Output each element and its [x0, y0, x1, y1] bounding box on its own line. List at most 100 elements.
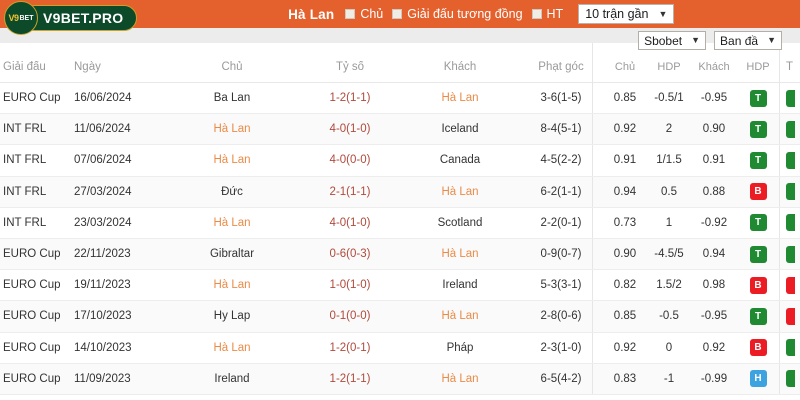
cell-next-result[interactable]: [780, 214, 800, 232]
col-header-hdp[interactable]: HDP: [657, 61, 681, 73]
cell-next-result[interactable]: [780, 370, 800, 388]
cell-next-result[interactable]: [780, 183, 800, 201]
col-header-home[interactable]: Chủ: [221, 61, 243, 73]
cell-score[interactable]: 0-1(0-0): [329, 310, 371, 323]
cell-odds-away: 0.90: [702, 123, 726, 136]
cell-next-result[interactable]: [780, 89, 800, 107]
cell-score[interactable]: 1-0(1-0): [329, 279, 371, 292]
col-header-corner[interactable]: Phạt góc: [538, 61, 584, 73]
table-row[interactable]: EURO Cup 16/06/2024 Ba Lan 1-2(1-1) Hà Lan 3-…: [0, 83, 800, 115]
cell-home-team[interactable]: Ba Lan: [213, 92, 251, 105]
column-divider: [779, 176, 780, 207]
cell-date: 14/10/2023: [74, 341, 132, 354]
odds-source-controls: Sbobet ▼ Ban đầ ▼: [638, 31, 782, 50]
filter-same-league[interactable]: Giải đấu tương đồng: [392, 7, 523, 21]
table-row[interactable]: INT FRL 11/06/2024 Hà Lan 4-0(1-0) Iceland 8-…: [0, 114, 800, 146]
col-header-score[interactable]: Tỷ số: [335, 61, 365, 73]
filter-ht[interactable]: HT: [531, 7, 563, 21]
status-badge-clipped: [786, 307, 795, 325]
filter-chu[interactable]: Chủ: [345, 7, 383, 21]
status-badge: B: [749, 276, 767, 294]
cell-home-team[interactable]: Hà Lan: [213, 216, 251, 229]
cell-home-team[interactable]: Đức: [221, 185, 243, 198]
cell-home-team[interactable]: Ireland: [214, 372, 250, 385]
filter-chu-label: Chủ: [360, 7, 384, 21]
cell-hdp-result[interactable]: T: [736, 89, 780, 107]
cell-score[interactable]: 1-2(1-1): [329, 92, 371, 105]
cell-score[interactable]: 0-6(0-3): [329, 248, 371, 261]
recent-matches-select[interactable]: 10 trận gần ▼: [578, 4, 675, 24]
table-row[interactable]: EURO Cup 17/10/2023 Hy Lap 0-1(0-0) Hà Lan 2-…: [0, 301, 800, 333]
cell-next-result[interactable]: [780, 307, 800, 325]
table-row[interactable]: INT FRL 23/03/2024 Hà Lan 4-0(1-0) Scotland 2…: [0, 207, 800, 239]
status-badge-clipped: [786, 89, 795, 107]
table-row[interactable]: INT FRL 07/06/2024 Hà Lan 4-0(0-0) Canada 4-5…: [0, 145, 800, 177]
cell-away-team[interactable]: Iceland: [441, 123, 479, 136]
cell-hdp-result[interactable]: T: [736, 120, 780, 138]
cell-hdp-result[interactable]: B: [736, 276, 780, 294]
cell-home-team[interactable]: Hà Lan: [213, 154, 251, 167]
cell-away-team[interactable]: Hà Lan: [441, 372, 479, 385]
cell-away-team[interactable]: Hà Lan: [441, 185, 479, 198]
cell-away-team[interactable]: Canada: [439, 154, 481, 167]
status-badge: T: [749, 89, 767, 107]
col-header-odds-home[interactable]: Chủ: [614, 61, 636, 73]
col-header-next[interactable]: T: [786, 61, 794, 73]
cell-home-team[interactable]: Hà Lan: [213, 341, 251, 354]
cell-next-result[interactable]: [780, 276, 800, 294]
bookmaker-select[interactable]: Sbobet ▼: [638, 31, 707, 50]
col-header-league[interactable]: Giải đấu: [3, 61, 46, 73]
cell-next-result[interactable]: [780, 339, 800, 357]
table-row[interactable]: EURO Cup 14/10/2023 Hà Lan 1-2(0-1) Pháp 2-3(…: [0, 332, 800, 364]
cell-next-result[interactable]: [780, 151, 800, 169]
column-divider: [779, 301, 780, 332]
cell-away-team[interactable]: Scotland: [437, 216, 483, 229]
checkbox-chu[interactable]: [345, 9, 356, 19]
table-row[interactable]: INT FRL 27/03/2024 Đức 2-1(1-1) Hà Lan 6-2(1-…: [0, 176, 800, 208]
col-header-odds-away[interactable]: Khách: [698, 61, 730, 73]
cell-hdp-result[interactable]: H: [736, 370, 780, 388]
table-row[interactable]: EURO Cup 11/09/2023 Ireland 1-2(1-1) Hà Lan 6…: [0, 363, 800, 395]
cell-next-result[interactable]: [780, 245, 800, 263]
cell-score[interactable]: 1-2(1-1): [329, 372, 371, 385]
status-badge: T: [749, 214, 767, 232]
checkbox-same-league[interactable]: [392, 9, 403, 19]
cell-next-result[interactable]: [780, 120, 800, 138]
table-row[interactable]: EURO Cup 22/11/2023 Gibraltar 0-6(0-3) Hà La…: [0, 238, 800, 271]
cell-away-team[interactable]: Hà Lan: [441, 92, 479, 105]
cell-hdp-result[interactable]: T: [736, 307, 780, 325]
odds-type-select[interactable]: Ban đầ ▼: [714, 31, 782, 50]
col-header-away[interactable]: Khách: [443, 61, 477, 73]
cell-home-team[interactable]: Hy Lap: [213, 310, 251, 323]
table-row[interactable]: EURO Cup 19/11/2023 Hà Lan 1-0(1-0) Ireland 5…: [0, 270, 800, 302]
cell-corners: 2-2(0-1): [540, 216, 582, 229]
cell-score[interactable]: 4-0(1-0): [329, 123, 371, 136]
cell-away-team[interactable]: Hà Lan: [441, 310, 479, 323]
cell-hdp-result[interactable]: T: [736, 214, 780, 232]
cell-hdp: 0: [665, 341, 673, 354]
cell-hdp-result[interactable]: B: [736, 339, 780, 357]
cell-corners: 6-2(1-1): [540, 185, 582, 198]
cell-home-team[interactable]: Hà Lan: [213, 123, 251, 136]
checkbox-ht[interactable]: [531, 9, 542, 19]
cell-away-team[interactable]: Ireland: [442, 279, 478, 292]
cell-home-team[interactable]: Hà Lan: [213, 279, 251, 292]
cell-score[interactable]: 2-1(1-1): [329, 185, 371, 198]
cell-corners: 5-3(3-1): [540, 279, 582, 292]
cell-hdp-result[interactable]: T: [736, 245, 780, 263]
cell-score[interactable]: 1-2(0-1): [329, 341, 371, 354]
column-divider: [592, 145, 593, 176]
cell-score[interactable]: 4-0(1-0): [329, 216, 371, 229]
cell-odds-away: 0.98: [702, 279, 726, 292]
cell-hdp-result[interactable]: T: [736, 151, 780, 169]
cell-hdp-result[interactable]: B: [736, 183, 780, 201]
brand-logo[interactable]: V9 BET V9BET.PRO: [0, 0, 137, 35]
chevron-down-icon: ▼: [691, 35, 701, 45]
cell-corners: 0-9(0-7): [540, 248, 582, 261]
cell-away-team[interactable]: Hà Lan: [441, 248, 479, 261]
cell-away-team[interactable]: Pháp: [446, 341, 474, 354]
cell-score[interactable]: 4-0(0-0): [329, 154, 371, 167]
col-header-hdp-result[interactable]: HDP: [746, 61, 770, 73]
cell-home-team[interactable]: Gibraltar: [209, 248, 255, 261]
col-header-date[interactable]: Ngày: [74, 61, 101, 73]
